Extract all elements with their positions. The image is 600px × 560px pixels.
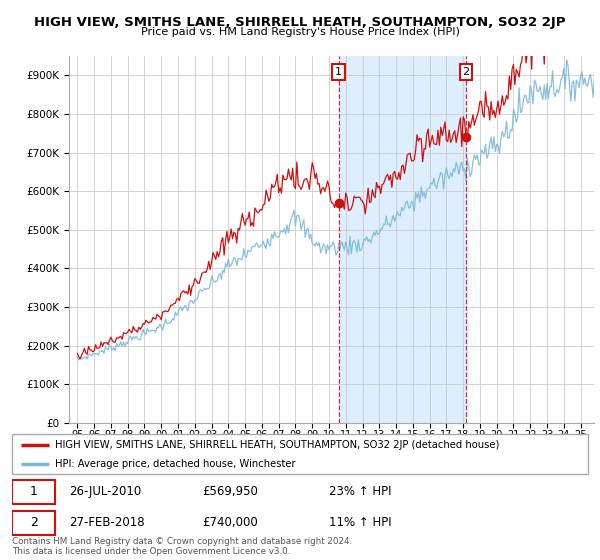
Bar — [338, 56, 466, 423]
Text: 2: 2 — [29, 516, 38, 530]
Text: £569,950: £569,950 — [202, 486, 258, 498]
Text: 11% ↑ HPI: 11% ↑ HPI — [329, 516, 391, 530]
Text: HIGH VIEW, SMITHS LANE, SHIRRELL HEATH, SOUTHAMPTON, SO32 2JP (detached house): HIGH VIEW, SMITHS LANE, SHIRRELL HEATH, … — [55, 440, 500, 450]
Text: 27-FEB-2018: 27-FEB-2018 — [70, 516, 145, 530]
Text: 1: 1 — [335, 67, 342, 77]
Text: HIGH VIEW, SMITHS LANE, SHIRRELL HEATH, SOUTHAMPTON, SO32 2JP: HIGH VIEW, SMITHS LANE, SHIRRELL HEATH, … — [34, 16, 566, 29]
FancyBboxPatch shape — [12, 480, 55, 503]
Text: 2: 2 — [462, 67, 469, 77]
Text: HPI: Average price, detached house, Winchester: HPI: Average price, detached house, Winc… — [55, 459, 296, 469]
Text: 1: 1 — [29, 486, 38, 498]
Text: £740,000: £740,000 — [202, 516, 258, 530]
Text: 23% ↑ HPI: 23% ↑ HPI — [329, 486, 391, 498]
Text: 26-JUL-2010: 26-JUL-2010 — [70, 486, 142, 498]
FancyBboxPatch shape — [12, 511, 55, 535]
Text: This data is licensed under the Open Government Licence v3.0.: This data is licensed under the Open Gov… — [12, 547, 290, 556]
Text: Contains HM Land Registry data © Crown copyright and database right 2024.: Contains HM Land Registry data © Crown c… — [12, 537, 352, 546]
Text: Price paid vs. HM Land Registry's House Price Index (HPI): Price paid vs. HM Land Registry's House … — [140, 27, 460, 37]
